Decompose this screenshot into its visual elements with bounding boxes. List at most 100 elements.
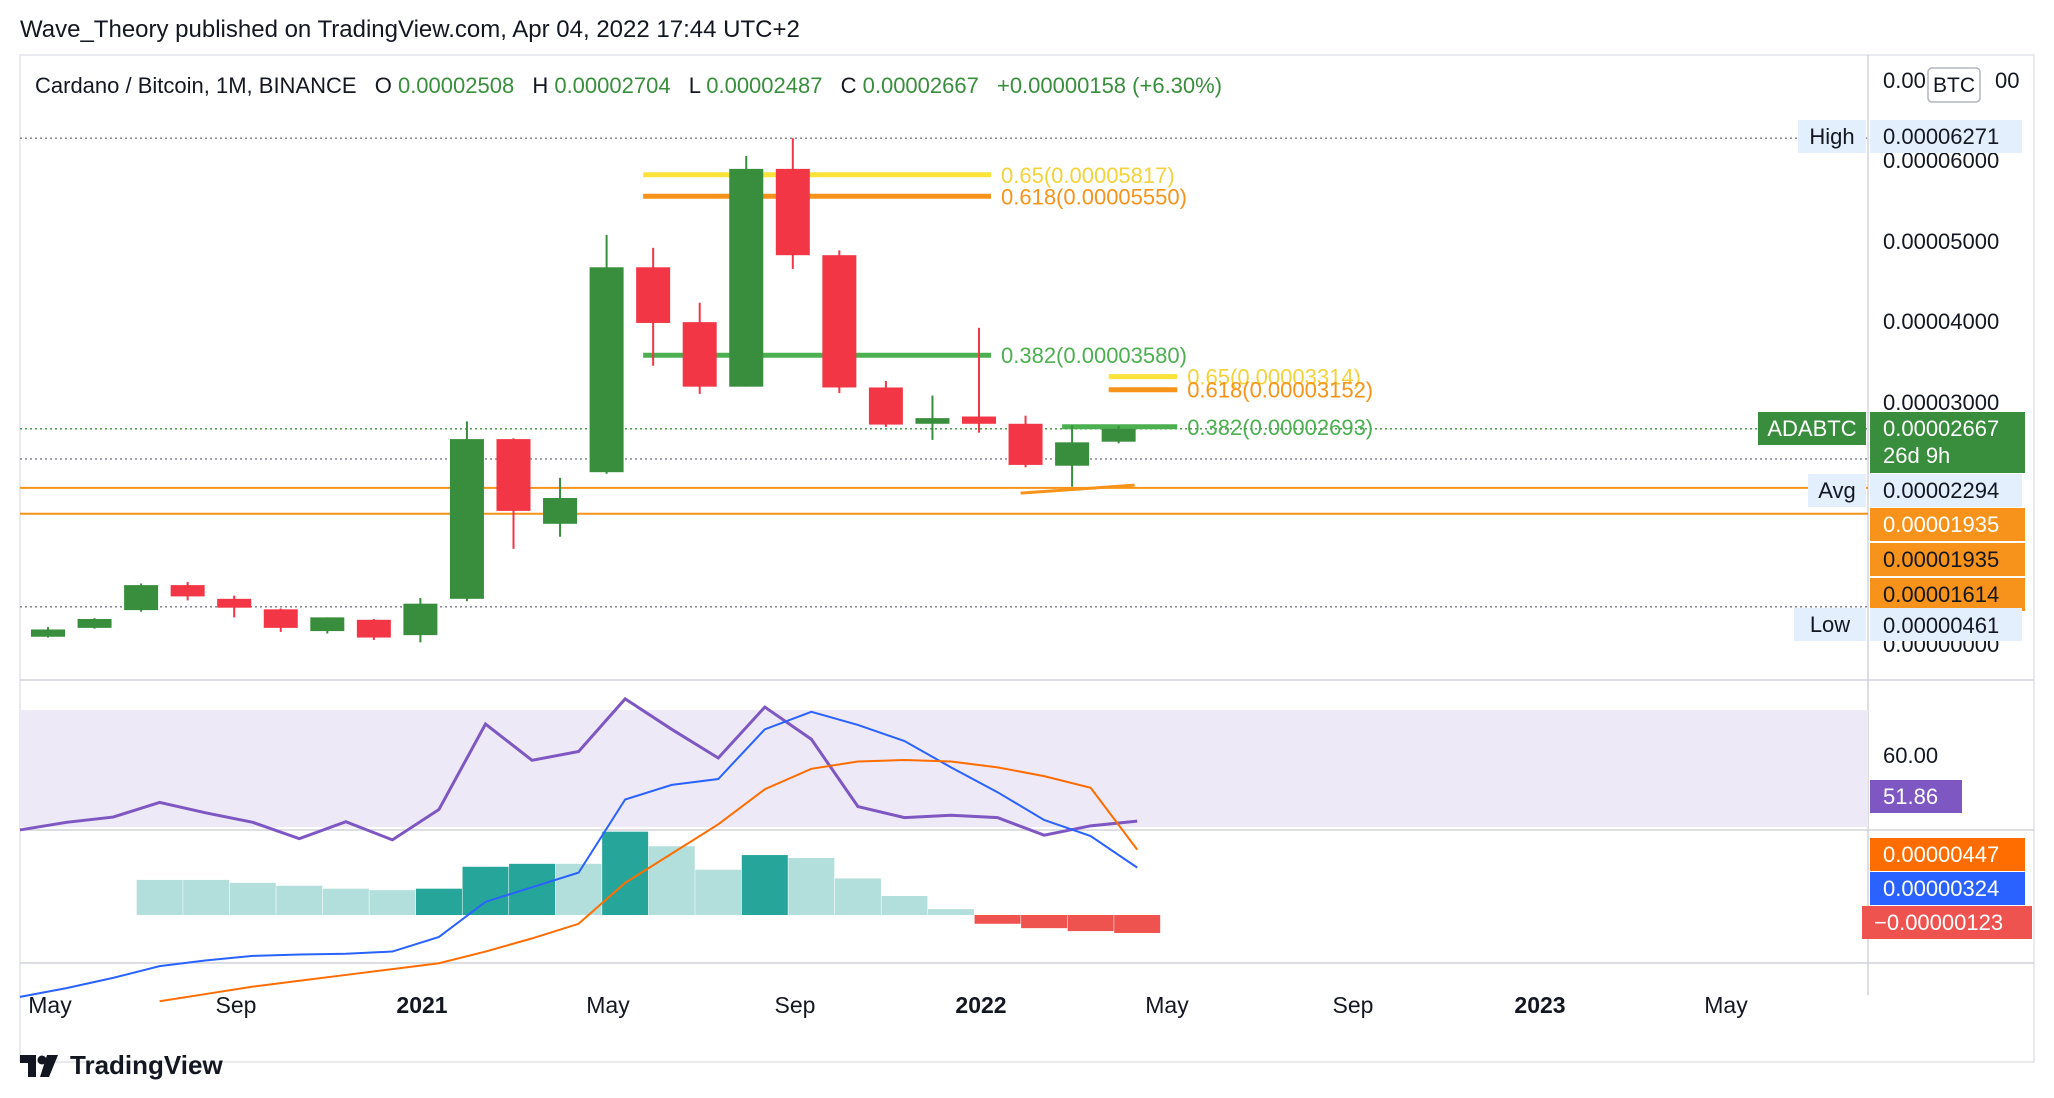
current-value: 0.00002667 (1883, 416, 1999, 441)
time-label-may-2023: May (1704, 992, 1748, 1018)
macd-histogram-bar (928, 909, 974, 915)
candle-body (77, 618, 112, 628)
macd-histogram-bar (1021, 915, 1068, 929)
fib-label-5: 0.382(0.00002693) (1187, 415, 1373, 440)
legend-symbol: Cardano / Bitcoin, 1M, BINANCE (35, 73, 357, 98)
candle-body (868, 387, 903, 425)
avg-price-label: Avg 0.00002294 (1808, 474, 2022, 507)
macd-histogram-bar (183, 879, 230, 915)
avg-tag: Avg (1818, 478, 1856, 503)
rsi-line (19, 696, 1138, 842)
macd-histogram-bar (695, 869, 742, 915)
rsi-tick-60: 60.00 (1883, 743, 1938, 768)
current-tag: ADABTC (1767, 416, 1856, 441)
level-a-value: 0.00001935 (1883, 512, 1999, 537)
macd-histogram-bar (322, 888, 369, 915)
time-label-2022: 2022 (955, 992, 1006, 1018)
candle-body (1055, 442, 1090, 466)
rsi-band (20, 710, 1868, 827)
candles (31, 138, 1136, 643)
macd-histogram-bar (1067, 915, 1114, 932)
macd-histogram-bar (462, 866, 509, 915)
currency-badge[interactable]: BTC (1927, 67, 1981, 103)
macd-histogram-bar (1114, 915, 1161, 933)
candle-body (403, 603, 438, 636)
legend-high-label: H (532, 73, 548, 98)
candle-body (915, 418, 950, 424)
fib-label-4: 0.618(0.00003152) (1187, 378, 1373, 403)
tradingview-logo[interactable]: TradingView (20, 1050, 223, 1081)
macd-histogram-bar (881, 895, 928, 915)
price-tick-partial-top: 0.00 (1883, 68, 1926, 93)
candle-body (31, 629, 65, 637)
avg-value: 0.00002294 (1883, 478, 1999, 503)
price-tick-3: 0.00003000 (1883, 390, 1999, 415)
fibonacci-lines: 0.65(0.00005817)0.618(0.00005550) 0.382(0… (643, 163, 1373, 440)
macd-histogram-bar (415, 888, 462, 915)
candle-body (449, 439, 484, 599)
macd-histogram-bar (974, 915, 1021, 924)
fib-label-2: 0.382(0.00003580) (1001, 343, 1187, 368)
candle-body (356, 619, 391, 638)
macd-signal-value: 0.00000447 (1883, 842, 1999, 867)
macd-histogram-bar (741, 855, 788, 915)
fib-label-3: 0.65(0.00003314) (1187, 365, 1361, 390)
level-c-value: 0.00001614 (1883, 582, 1999, 607)
legend-close-label: C (841, 73, 857, 98)
low-tag: Low (1810, 612, 1850, 637)
legend-low-value: 0.00002487 (706, 73, 822, 98)
candle-body (682, 322, 717, 387)
macd-histogram-bar (276, 885, 323, 915)
currency-badge-text: BTC (1933, 74, 1975, 97)
macd-histogram-bar (229, 882, 276, 915)
legend-open-value: 0.00002508 (398, 73, 514, 98)
macd-indicator (19, 710, 1161, 1003)
time-label-may-2021: May (586, 992, 630, 1018)
fib-label-1: 0.618(0.00005550) (1001, 184, 1187, 209)
legend-high-value: 0.00002704 (554, 73, 670, 98)
candle-body (496, 439, 531, 511)
price-tick-4: 0.00004000 (1883, 309, 1999, 334)
price-tick-partial-top-right: 00 (1995, 68, 2019, 93)
time-label-may-2022: May (1145, 992, 1189, 1018)
candle-body (636, 267, 671, 323)
time-label-2021: 2021 (396, 992, 447, 1018)
candle-body (217, 598, 252, 608)
legend-low-label: L (689, 73, 701, 98)
macd-histogram-bar (834, 878, 881, 915)
macd-axis: 0.00000447 0.00000324 −0.00000123 (1862, 838, 2032, 939)
horizontal-levels (20, 137, 1868, 608)
price-axis[interactable]: 0.00 00 0.00006000 0.00005000 0.00004000… (1883, 68, 2019, 657)
macd-line-value: 0.00000324 (1883, 876, 1999, 901)
candle-body (589, 267, 624, 473)
price-tick-5: 0.00005000 (1883, 229, 1999, 254)
level-labels: 0.00001935 0.00001935 0.00001614 (1870, 508, 2025, 611)
rsi-value: 51.86 (1883, 784, 1938, 809)
high-tag: High (1809, 124, 1854, 149)
candle-body (775, 168, 810, 256)
candle-body (124, 585, 159, 611)
macd-histogram-bar (509, 863, 556, 915)
candle-body (263, 609, 298, 628)
trend-segment-line (1020, 483, 1135, 495)
time-label-sep-2022: Sep (1333, 992, 1374, 1018)
candle-body (170, 585, 205, 597)
legend-close-value: 0.00002667 (863, 73, 979, 98)
current-countdown: 26d 9h (1883, 443, 1950, 468)
legend-open-label: O (375, 73, 392, 98)
high-value: 0.00006271 (1883, 124, 1999, 149)
candle-body (822, 255, 857, 388)
current-price-label: ADABTC 0.00002667 26d 9h (1758, 412, 2025, 473)
fib-label-0: 0.65(0.00005817) (1001, 163, 1175, 188)
candle-body (1101, 428, 1136, 442)
candle-body (729, 168, 764, 387)
rsi-indicator (19, 696, 1138, 842)
macd-hist-value: −0.00000123 (1874, 910, 2003, 935)
time-axis[interactable]: May Sep 2021 May Sep 2022 May Sep 2023 M… (28, 992, 1748, 1018)
macd-signal-line (159, 759, 1138, 1003)
time-label-sep-2021: Sep (775, 992, 816, 1018)
macd-histogram-bar (788, 857, 835, 915)
macd-histogram-bar (136, 879, 183, 915)
